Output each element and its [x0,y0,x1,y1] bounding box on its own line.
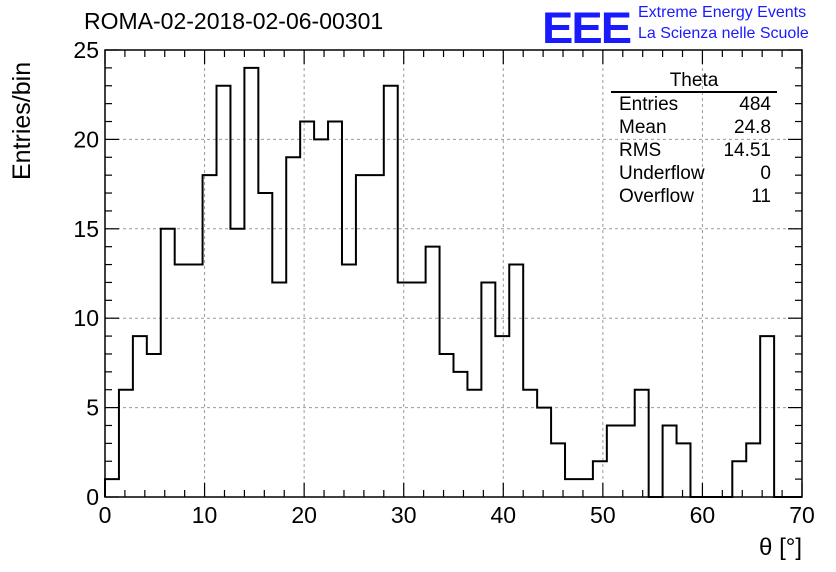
x-tick-label: 10 [192,502,218,528]
histogram-outline [104,66,802,498]
x-tick-label: 70 [789,502,815,528]
eee-logo: EEE [542,2,632,53]
x-tick-label: 60 [690,502,716,528]
y-tick-label: 15 [73,216,99,242]
x-tick-label: 30 [391,502,417,528]
stats-row-underflow: Underflow 0 [611,162,777,185]
logo-line-2: La Scienza nelle Scuole [638,25,809,42]
stats-label: RMS [619,140,662,161]
stats-value: 24.8 [734,117,771,138]
stats-value: 0 [760,163,771,184]
x-axis-label: θ [°] [759,534,802,561]
y-axis-label: Entries/bin [8,61,36,180]
y-tick-label: 20 [73,126,99,152]
x-tick-label: 20 [291,502,317,528]
stats-value: 14.51 [723,140,771,161]
grid-lines [105,50,802,497]
stats-value: 484 [739,94,771,115]
stats-label: Overflow [619,186,694,207]
axis-tick-labels: 0 10 20 30 40 50 60 70 0 5 10 15 20 25 [73,37,814,528]
stats-box: Theta Entries 484 Mean 24.8 RMS 14.51 Un… [611,70,777,208]
stats-label: Entries [619,94,679,115]
stats-row-mean: Mean 24.8 [611,116,777,139]
stats-row-overflow: Overflow 11 [611,185,777,208]
y-tick-label: 0 [86,484,99,510]
stats-value: 11 [751,186,771,207]
x-tick-label: 50 [590,502,616,528]
stats-title: Theta [611,70,777,93]
x-tick-label: 0 [99,502,112,528]
stats-row-entries: Entries 484 [611,93,777,116]
y-tick-label: 5 [86,395,99,421]
y-tick-label: 25 [73,37,99,63]
x-tick-label: 40 [490,502,516,528]
chart-title: ROMA-02-2018-02-06-00301 [84,8,384,34]
plot-frame [104,49,803,498]
logo-line-1: Extreme Energy Events [638,4,807,21]
stats-label: Underflow [619,163,705,184]
y-tick-label: 10 [73,305,99,331]
stats-label: Mean [619,117,667,138]
axis-ticks [104,49,803,498]
stats-row-rms: RMS 14.51 [611,139,777,162]
